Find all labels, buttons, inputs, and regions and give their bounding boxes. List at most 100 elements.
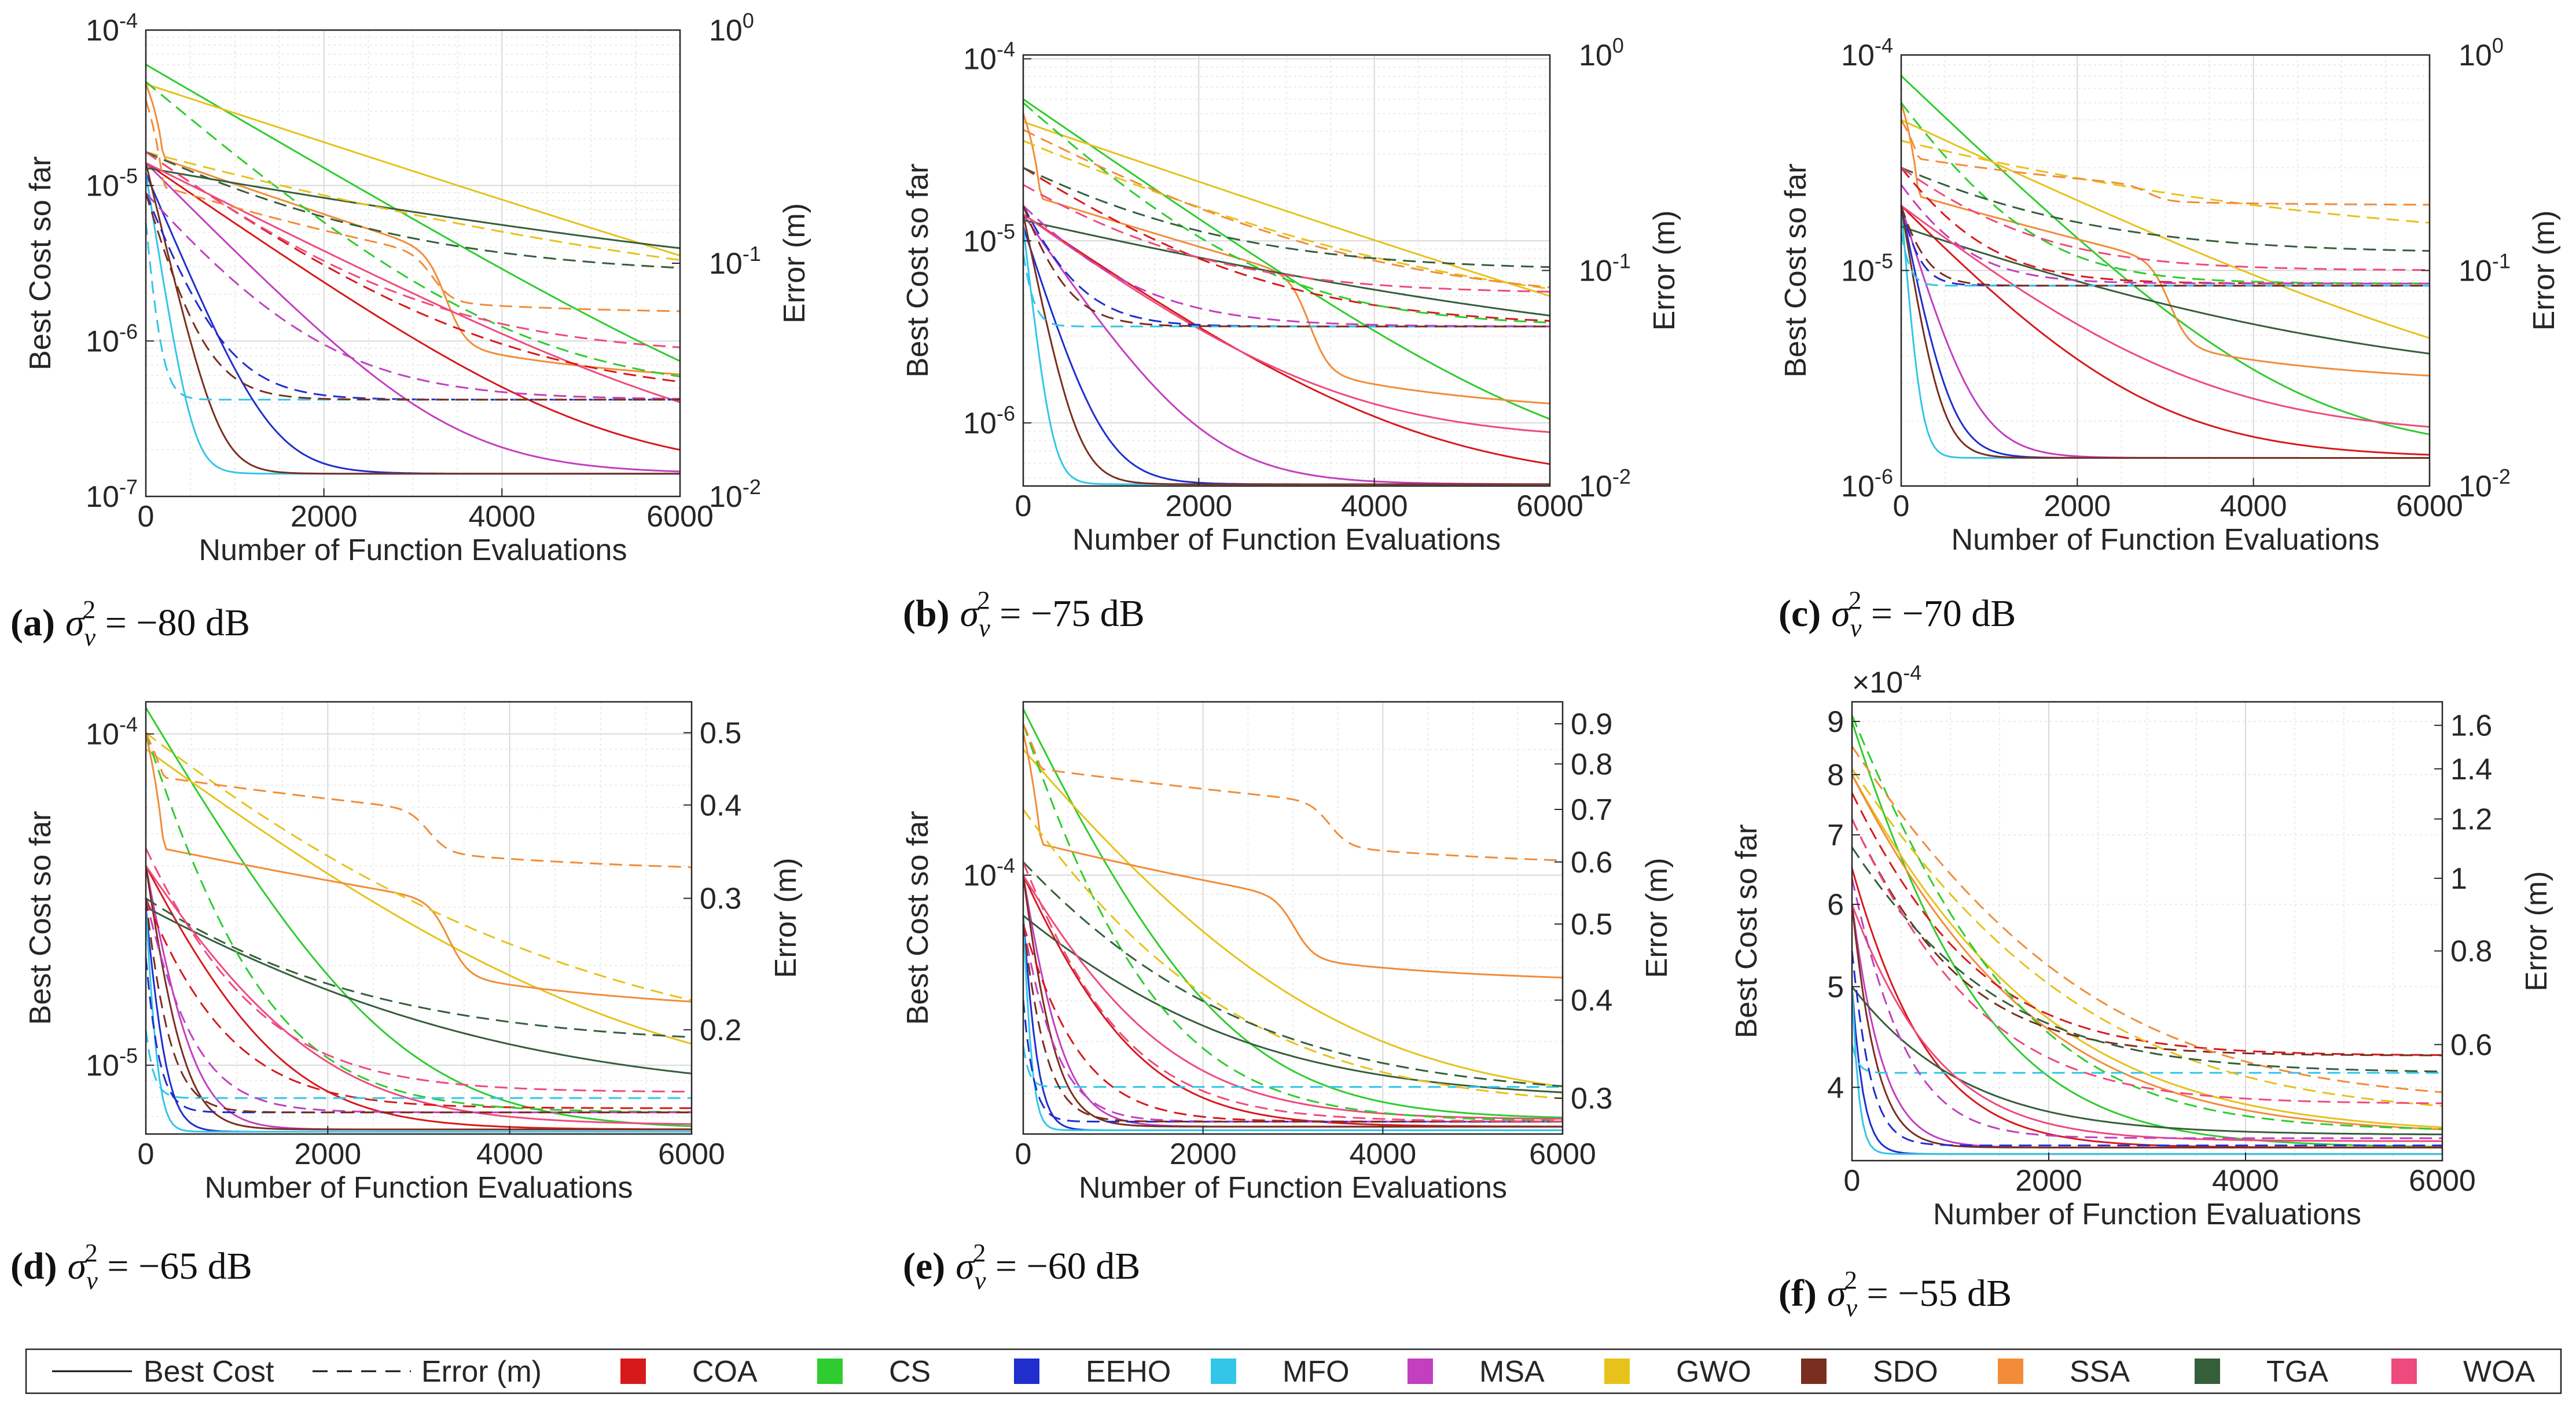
y-tick-label: 10-6 (86, 319, 138, 358)
x-tick-label: 6000 (1516, 489, 1583, 523)
caption-letter: (a) (10, 602, 55, 644)
y2-axis-label: Error (m) (1648, 211, 1681, 331)
y-tick-label-exponent: -6 (1875, 465, 1893, 488)
y2-tick-label-exponent: -1 (2492, 249, 2511, 273)
y2-tick-label-base: 10 (709, 480, 743, 514)
y-tick-label: 10-6 (1841, 465, 1893, 503)
series-line-mfo-error (1022, 1045, 1563, 1088)
y-tick-label: 5 (1827, 970, 1844, 1004)
y-tick-label-exponent: -5 (119, 1044, 138, 1067)
x-tick-label: 2000 (2015, 1164, 2082, 1198)
legend-swatch-mfo (1211, 1359, 1236, 1384)
x-tick-label: 0 (138, 1137, 155, 1171)
y-tick-label-base: 10 (1841, 470, 1875, 503)
y2-tick-label: 0.7 (1571, 793, 1612, 827)
caption-letter: (b) (903, 592, 950, 635)
y2-axis-label: Error (m) (2527, 211, 2561, 331)
caption-letter: (d) (10, 1245, 57, 1287)
caption-sigma: σ (65, 602, 86, 644)
x-tick-label: 4000 (2212, 1164, 2279, 1198)
y-tick-label-exponent: -4 (119, 9, 138, 32)
series-line-ssa-best-cost (1851, 774, 2443, 1131)
legend-label-mfo: MFO (1283, 1355, 1350, 1389)
series-line-ssa-error (1022, 723, 1563, 862)
y-tick-label-base: 10 (1841, 39, 1875, 72)
y2-tick-label-base: 10 (1579, 470, 1612, 503)
y2-tick-label: 0.6 (2450, 1028, 2492, 1062)
x-axis-label: Number of Function Evaluations (1952, 523, 2380, 557)
y2-tick-label: 0.3 (1571, 1082, 1612, 1116)
legend-label-tga: TGA (2266, 1355, 2328, 1389)
y2-tick-label-exponent: 0 (2492, 34, 2504, 57)
y2-tick-label: 100 (2459, 34, 2504, 72)
series-line-cs-best-cost (1022, 708, 1563, 1118)
series-line-coa-best-cost (1900, 205, 2430, 456)
y2-tick-label: 10-2 (709, 475, 761, 514)
y2-tick-label-base: 10 (1579, 39, 1612, 72)
series-line-sdo-best-cost (1022, 875, 1563, 1128)
series-line-gwo-best-cost (1022, 749, 1563, 1088)
series-line-ssa-error (1851, 746, 2443, 1094)
series-line-sdo-error (1022, 205, 1550, 327)
y2-tick-label-base: 10 (2459, 470, 2492, 503)
series-line-woa-error (1022, 862, 1563, 1122)
legend-label-sdo: SDO (1873, 1355, 1938, 1389)
y-tick-label-base: 10 (963, 224, 997, 258)
series-line-woa-best-cost (145, 865, 692, 1125)
legend-swatch-coa (620, 1359, 646, 1384)
y-tick-label: 10-5 (86, 1044, 138, 1083)
y2-tick-label-base: 10 (2459, 255, 2492, 288)
x-axis-label: Number of Function Evaluations (1079, 1171, 1507, 1205)
x-tick-label: 6000 (2409, 1164, 2476, 1198)
y2-tick-label: 1.6 (2450, 709, 2492, 743)
legend-label-best-cost: Best Cost (144, 1355, 274, 1389)
y-tick-label: 10-4 (86, 9, 138, 47)
legend-box (25, 1348, 2562, 1394)
y-tick-label-exponent: -5 (119, 164, 138, 188)
y-tick-label-exponent: -4 (1875, 34, 1893, 57)
series-line-gwo-best-cost (1023, 121, 1550, 297)
y-tick-label: 6 (1827, 888, 1844, 922)
y2-tick-label: 0.5 (1571, 908, 1612, 941)
caption-text: = −55 dB (1857, 1272, 2012, 1315)
y2-tick-label: 10-2 (1579, 465, 1631, 503)
y2-tick-label: 0.9 (1571, 708, 1612, 741)
caption-text: = −65 dB (98, 1245, 252, 1287)
series-line-msa-best-cost (145, 162, 681, 473)
legend-swatch-ssa (1998, 1359, 2023, 1384)
y2-tick-label: 10-2 (2459, 465, 2511, 503)
series-line-tga-best-cost (1851, 986, 2443, 1136)
legend-swatch-gwo (1604, 1359, 1630, 1384)
series-line-msa-error (1900, 184, 2430, 285)
x-tick-label: 2000 (1165, 489, 1232, 523)
caption-letter: (c) (1778, 592, 1821, 635)
x-tick-label: 4000 (476, 1137, 543, 1171)
y-axis-label: Best Cost so far (901, 811, 935, 1025)
series-line-ssa-error (145, 100, 681, 312)
series-line-ssa-best-cost (1022, 732, 1563, 979)
y-axis-label: Best Cost so far (1779, 164, 1813, 378)
y2-tick-label-exponent: -2 (1612, 465, 1631, 488)
x-tick-label: 6000 (1529, 1137, 1596, 1171)
legend-label-eeho: EEHO (1086, 1355, 1171, 1389)
legend-label-msa: MSA (1479, 1355, 1545, 1389)
y2-axis-label: Error (m) (778, 203, 811, 323)
chart-panel-f: 0 2000 4000 6000 4 5 6 7 8 9×10-4 0.6 0.8 1 1.2 1.4 1.6… (1730, 661, 2553, 1322)
chart-panel-a: 0 2000 4000 600010-710-610-510-410-210-1100… (10, 9, 811, 651)
y-exponent-label-exponent: -4 (1903, 661, 1921, 684)
y-tick-label-base: 10 (86, 717, 119, 751)
series-line-ssa-best-cost (145, 734, 692, 1003)
y2-tick-label: 0.4 (700, 789, 741, 822)
x-axis-label: Number of Function Evaluations (1933, 1198, 2361, 1231)
chart-panel-d: 0 2000 4000 600010-510-40.20.30.40.5Number … (10, 701, 803, 1295)
y2-tick-label-exponent: -1 (1612, 249, 1631, 273)
y-tick-label-exponent: -4 (119, 712, 138, 736)
x-axis-label: Number of Function Evaluations (205, 1171, 633, 1205)
series-line-gwo-best-cost (145, 83, 681, 257)
x-tick-label: 6000 (646, 500, 714, 533)
caption-superscript: 2 (973, 1239, 986, 1267)
series-line-tga-error (145, 897, 692, 1039)
legend-label-cs: CS (889, 1355, 931, 1389)
series-line-coa-error (1851, 792, 2443, 1056)
